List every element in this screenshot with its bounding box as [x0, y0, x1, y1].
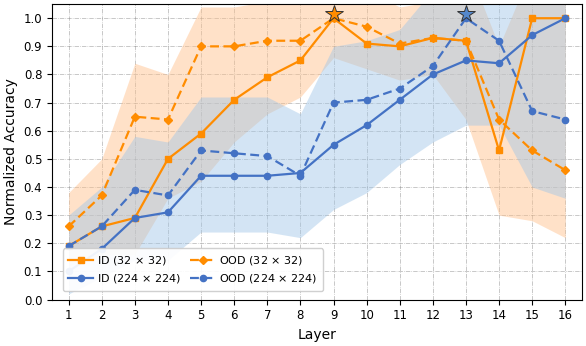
Y-axis label: Normalized Accuracy: Normalized Accuracy: [4, 79, 18, 225]
X-axis label: Layer: Layer: [298, 328, 336, 342]
Legend: ID (32 $\times$ 32), ID (224 $\times$ 224), OOD (32 $\times$ 32), OOD (224 $\tim: ID (32 $\times$ 32), ID (224 $\times$ 22…: [63, 248, 323, 291]
